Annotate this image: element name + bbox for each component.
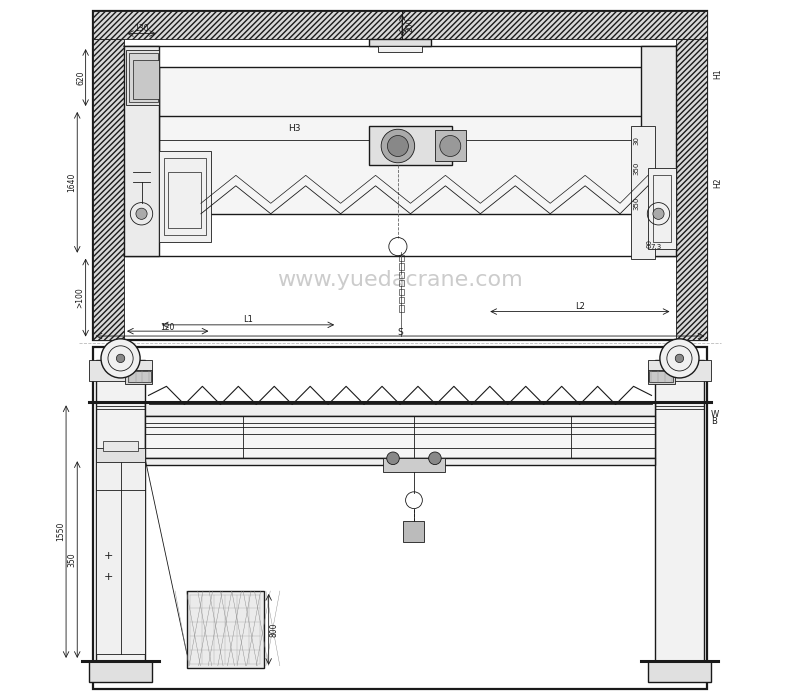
Text: 1640: 1640 (67, 173, 76, 192)
Text: 00: 00 (646, 239, 653, 248)
Circle shape (101, 339, 140, 378)
Bar (93, 39, 124, 340)
Bar (403, 522, 425, 542)
Bar (124, 46, 159, 256)
Bar (369, 39, 431, 46)
Text: 200: 200 (406, 18, 415, 32)
Bar (655, 360, 704, 671)
Text: 1550: 1550 (56, 522, 65, 541)
Bar (187, 591, 264, 668)
Text: 350: 350 (633, 197, 639, 210)
Bar (159, 151, 211, 241)
Text: 800: 800 (270, 622, 278, 637)
Circle shape (386, 452, 399, 465)
Bar (89, 360, 152, 382)
Bar (676, 39, 707, 340)
Text: 30: 30 (633, 136, 639, 145)
Circle shape (387, 136, 408, 157)
Bar (96, 458, 145, 654)
Text: 120: 120 (161, 323, 175, 332)
Bar (127, 371, 150, 382)
Bar (89, 661, 152, 682)
Text: www.yuedacrane.com: www.yuedacrane.com (277, 270, 523, 290)
Text: L2: L2 (575, 302, 585, 312)
Bar (369, 127, 452, 165)
Bar (641, 46, 676, 256)
Bar (145, 416, 655, 459)
Text: W: W (711, 410, 719, 419)
Bar (126, 370, 152, 384)
Bar (398, 288, 404, 295)
Bar (653, 175, 671, 242)
Bar (398, 255, 404, 261)
Circle shape (653, 208, 664, 219)
Bar (103, 441, 138, 452)
Bar (648, 661, 711, 682)
Bar (648, 169, 676, 248)
Bar (378, 46, 422, 52)
Text: 7.3: 7.3 (650, 244, 662, 251)
Text: +: + (103, 551, 113, 561)
Circle shape (429, 452, 442, 465)
Text: 350: 350 (67, 552, 76, 567)
Bar (96, 360, 145, 671)
Text: H1: H1 (713, 69, 722, 79)
Circle shape (116, 354, 125, 363)
Bar (168, 172, 201, 228)
Bar (398, 280, 404, 286)
Circle shape (381, 130, 414, 163)
Text: 350: 350 (633, 162, 639, 175)
Bar (650, 371, 673, 382)
Bar (630, 127, 655, 259)
Bar (435, 130, 466, 162)
Bar (398, 297, 404, 303)
Bar (398, 272, 404, 278)
Bar (382, 458, 446, 472)
Bar (398, 263, 404, 270)
Bar (398, 305, 404, 312)
Circle shape (675, 354, 684, 363)
Text: L1: L1 (243, 316, 253, 325)
Text: H3: H3 (288, 124, 301, 133)
Text: >100: >100 (75, 287, 85, 308)
Text: +: + (103, 572, 113, 582)
Bar (96, 448, 145, 462)
Bar (648, 370, 674, 384)
Bar (93, 11, 707, 39)
Text: S: S (397, 328, 403, 337)
Circle shape (440, 136, 461, 157)
Bar (159, 67, 648, 214)
Circle shape (136, 208, 147, 219)
Circle shape (660, 339, 699, 378)
Bar (129, 53, 158, 102)
Text: 130: 130 (134, 24, 149, 33)
Bar (145, 458, 655, 466)
Bar (126, 50, 159, 106)
Bar (164, 158, 206, 235)
Bar (93, 346, 707, 689)
Text: B: B (711, 417, 717, 426)
Text: H2: H2 (713, 177, 722, 188)
Text: 620: 620 (76, 70, 86, 85)
Bar (648, 360, 711, 382)
Bar (93, 11, 707, 339)
Bar (133, 60, 159, 99)
Bar (145, 402, 655, 416)
